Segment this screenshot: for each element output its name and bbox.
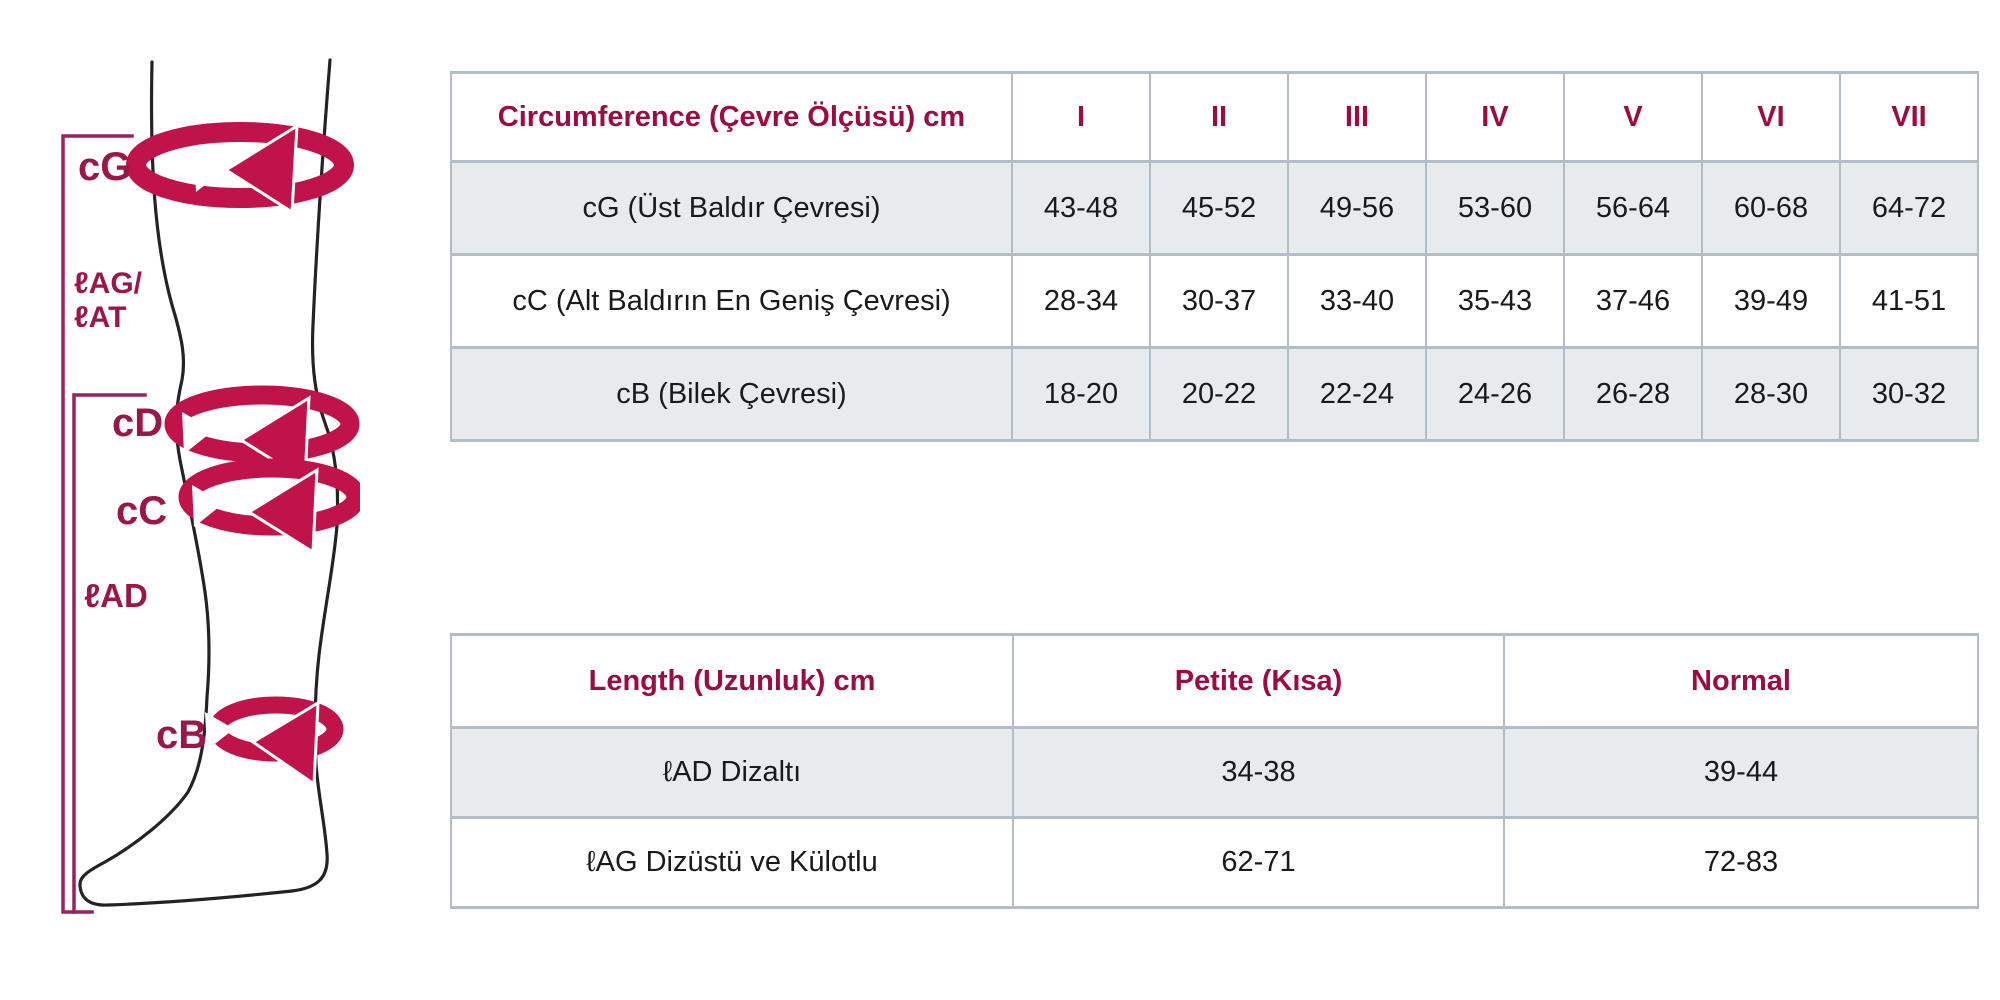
size-column-header: II bbox=[1149, 71, 1289, 163]
cell: 30-32 bbox=[1839, 346, 1979, 442]
circumference-table: Circumference (Çevre Ölçüsü) cm I II III… bbox=[450, 71, 1979, 442]
row-label: cC (Alt Baldırın En Geniş Çevresi) bbox=[450, 253, 1013, 349]
size-column-header: IV bbox=[1425, 71, 1565, 163]
circumference-header-row: Circumference (Çevre Ölçüsü) cm I II III… bbox=[450, 71, 1979, 163]
cell: 72-83 bbox=[1503, 816, 1979, 909]
row-label: cG (Üst Baldır Çevresi) bbox=[450, 160, 1013, 256]
cell: 20-22 bbox=[1149, 346, 1289, 442]
size-column-header: VII bbox=[1839, 71, 1979, 163]
cell: 28-34 bbox=[1011, 253, 1151, 349]
size-column-header: I bbox=[1011, 71, 1151, 163]
cell: 34-38 bbox=[1012, 726, 1505, 819]
inner-length-bracket bbox=[72, 393, 147, 914]
size-column-header: V bbox=[1563, 71, 1703, 163]
cell: 53-60 bbox=[1425, 160, 1565, 256]
cc-band-arrow bbox=[178, 458, 360, 555]
row-label: ℓAG Dizüstü ve Külotlu bbox=[450, 816, 1014, 909]
cell: 56-64 bbox=[1563, 160, 1703, 256]
cell: 45-52 bbox=[1149, 160, 1289, 256]
table-row-cg: cG (Üst Baldır Çevresi) 43-48 45-52 49-5… bbox=[450, 160, 1979, 256]
table-row-lad: ℓAD Dizaltı 34-38 39-44 bbox=[450, 726, 1979, 819]
label-lad: ℓAD bbox=[84, 577, 148, 614]
cell: 37-46 bbox=[1563, 253, 1703, 349]
size-column-header: III bbox=[1287, 71, 1427, 163]
table-row-lag: ℓAG Dizüstü ve Külotlu 62-71 72-83 bbox=[450, 816, 1979, 909]
cell: 30-37 bbox=[1149, 253, 1289, 349]
leg-measurement-diagram: cG ℓAG/ ℓAT cD cC ℓAD cB bbox=[61, 58, 360, 914]
table-row-cc: cC (Alt Baldırın En Geniş Çevresi) 28-34… bbox=[450, 253, 1979, 349]
label-cd: cD bbox=[112, 401, 163, 445]
cell: 39-49 bbox=[1701, 253, 1841, 349]
row-label: cB (Bilek Çevresi) bbox=[450, 346, 1013, 442]
label-cg: cG bbox=[78, 145, 131, 189]
cell: 60-68 bbox=[1701, 160, 1841, 256]
size-column-header: VI bbox=[1701, 71, 1841, 163]
cell: 18-20 bbox=[1011, 346, 1151, 442]
cell: 28-30 bbox=[1701, 346, 1841, 442]
label-cb: cB bbox=[156, 713, 207, 757]
cell: 62-71 bbox=[1012, 816, 1505, 909]
label-lag: ℓAG/ bbox=[74, 267, 143, 300]
row-label: ℓAD Dizaltı bbox=[450, 726, 1014, 819]
cell: 35-43 bbox=[1425, 253, 1565, 349]
cell: 43-48 bbox=[1011, 160, 1151, 256]
cell: 24-26 bbox=[1425, 346, 1565, 442]
length-column-header: Petite (Kısa) bbox=[1012, 633, 1505, 729]
cell: 26-28 bbox=[1563, 346, 1703, 442]
label-cc: cC bbox=[116, 489, 167, 533]
length-table: Length (Uzunluk) cm Petite (Kısa) Normal… bbox=[450, 633, 1979, 909]
length-header-row: Length (Uzunluk) cm Petite (Kısa) Normal bbox=[450, 633, 1979, 729]
outer-length-bracket bbox=[61, 134, 134, 914]
cell: 64-72 bbox=[1839, 160, 1979, 256]
cell: 49-56 bbox=[1287, 160, 1427, 256]
cg-band-arrow bbox=[126, 122, 354, 215]
label-lat: ℓAT bbox=[74, 301, 126, 334]
circumference-table-title: Circumference (Çevre Ölçüsü) cm bbox=[450, 71, 1013, 163]
length-column-header: Normal bbox=[1503, 633, 1979, 729]
cell: 41-51 bbox=[1839, 253, 1979, 349]
cb-band-arrow bbox=[205, 696, 344, 787]
cell: 33-40 bbox=[1287, 253, 1427, 349]
table-row-cb: cB (Bilek Çevresi) 18-20 20-22 22-24 24-… bbox=[450, 346, 1979, 442]
length-table-title: Length (Uzunluk) cm bbox=[450, 633, 1014, 729]
cell: 22-24 bbox=[1287, 346, 1427, 442]
cell: 39-44 bbox=[1503, 726, 1979, 819]
